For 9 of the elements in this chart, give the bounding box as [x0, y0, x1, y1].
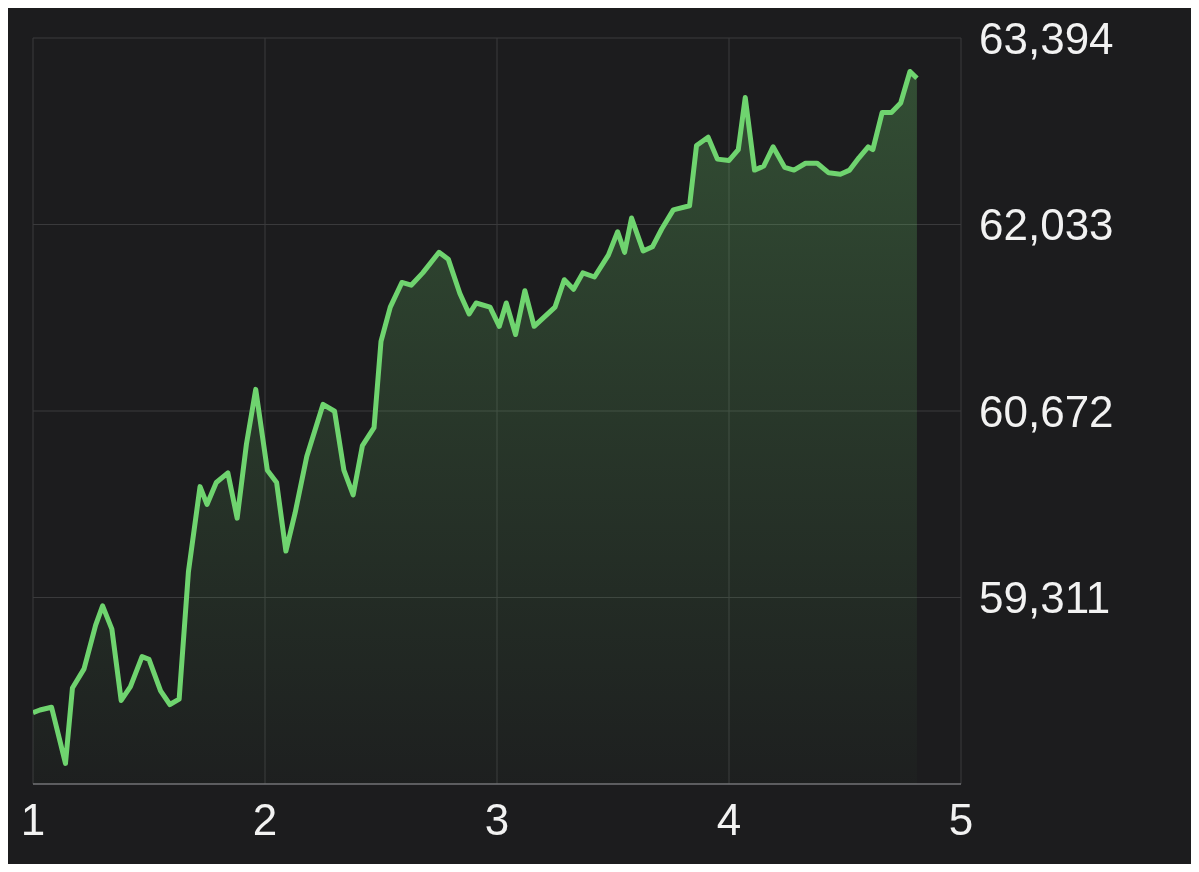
y-tick-label: 59,311 [979, 573, 1111, 623]
x-tick-label: 4 [716, 795, 742, 845]
x-tick-label: 2 [252, 795, 278, 845]
x-tick-label: 5 [948, 795, 974, 845]
x-tick-label: 1 [20, 795, 46, 845]
x-tick-label: 3 [484, 795, 510, 845]
y-tick-label: 60,672 [979, 386, 1114, 436]
y-tick-label: 62,033 [979, 200, 1114, 250]
y-tick-label: 63,394 [979, 13, 1114, 63]
